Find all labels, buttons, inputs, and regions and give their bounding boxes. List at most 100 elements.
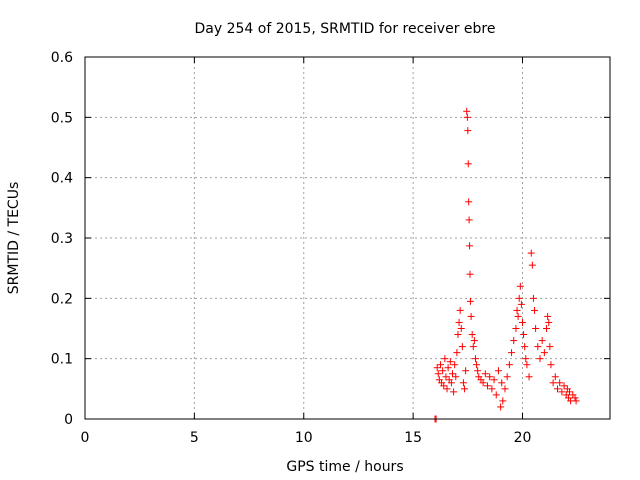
data-point <box>513 306 521 314</box>
data-point <box>546 343 554 351</box>
plot-frame <box>84 56 611 420</box>
data-point <box>532 325 540 332</box>
data-point <box>479 379 487 387</box>
data-point <box>517 300 525 308</box>
data-point <box>501 385 509 393</box>
x-tick-label: 5 <box>190 430 199 446</box>
data-point <box>523 361 531 369</box>
data-point <box>457 325 465 332</box>
data-point <box>444 364 452 372</box>
data-point <box>436 361 444 369</box>
data-point <box>447 379 455 387</box>
data-point <box>471 355 479 363</box>
grid <box>85 57 610 419</box>
y-tick-label: 0.1 <box>51 352 73 368</box>
x-tick-label: 0 <box>81 430 90 446</box>
data-point <box>571 394 579 402</box>
y-tick-label: 0.2 <box>51 291 73 307</box>
data-point <box>498 379 506 387</box>
data-point <box>439 367 447 375</box>
data-point <box>566 388 574 396</box>
data-point <box>512 325 520 332</box>
y-tick-label: 0 <box>64 412 73 428</box>
data-point <box>492 391 500 399</box>
data-points <box>431 107 580 423</box>
data-point <box>521 343 529 351</box>
data-point <box>525 373 533 381</box>
data-point <box>560 382 568 390</box>
y-tick-label: 0.4 <box>51 171 73 187</box>
data-point <box>464 127 472 135</box>
data-point <box>505 361 513 369</box>
data-point <box>497 403 505 411</box>
data-point <box>470 337 478 345</box>
data-point <box>446 358 454 366</box>
data-point <box>441 355 449 363</box>
x-tick-label: 15 <box>404 430 422 446</box>
data-point <box>440 382 448 390</box>
data-point <box>486 373 494 381</box>
y-tick-label: 0.5 <box>51 110 73 126</box>
data-point <box>488 385 496 393</box>
data-point <box>514 312 522 320</box>
data-point <box>490 376 498 384</box>
y-tick-label: 0.3 <box>51 231 73 247</box>
data-point <box>543 325 551 332</box>
data-point <box>469 343 477 351</box>
data-point <box>463 113 471 121</box>
data-point <box>461 385 469 393</box>
data-point <box>433 364 441 372</box>
data-point <box>558 388 566 396</box>
data-point <box>466 270 474 278</box>
data-point <box>453 349 461 357</box>
data-point <box>515 294 523 302</box>
data-point <box>468 331 476 339</box>
x-tick-label: 20 <box>514 430 532 446</box>
data-point <box>522 355 530 363</box>
axis-ticks: 0 5 10 15 20 0 0.1 0.2 0.3 0.4 0.5 0.6 <box>51 50 610 446</box>
data-point <box>556 379 564 387</box>
x-axis-label: GPS time / hours <box>286 459 403 475</box>
data-point <box>538 337 546 345</box>
y-tick-label: 0.6 <box>51 50 73 66</box>
data-point <box>454 331 462 339</box>
data-point <box>474 367 482 375</box>
data-point <box>528 261 536 269</box>
data-point <box>551 373 559 381</box>
data-point <box>499 397 507 405</box>
data-point <box>466 297 474 305</box>
data-point <box>481 370 489 378</box>
data-point <box>465 198 473 206</box>
data-point <box>572 397 580 405</box>
data-point <box>545 318 553 326</box>
data-point <box>451 361 459 369</box>
data-point <box>510 337 518 345</box>
data-point <box>449 370 456 378</box>
y-axis-label: SRMTID / TECUs <box>6 182 22 295</box>
data-point <box>484 382 491 390</box>
data-point <box>473 361 481 369</box>
data-point <box>544 312 552 320</box>
data-point <box>529 294 537 302</box>
data-point <box>465 216 473 224</box>
data-point <box>508 349 516 357</box>
data-point <box>458 343 466 351</box>
data-point <box>519 318 526 326</box>
data-point <box>540 349 548 357</box>
data-point <box>450 388 458 396</box>
data-point <box>442 373 450 381</box>
data-point <box>531 306 539 314</box>
data-point <box>459 379 467 387</box>
x-tick-label: 10 <box>295 430 313 446</box>
chart-title: Day 254 of 2015, SRMTID for receiver ebr… <box>195 21 496 37</box>
data-point <box>452 373 460 381</box>
data-point <box>516 282 524 290</box>
data-point <box>494 367 502 375</box>
data-point <box>534 343 542 351</box>
data-point <box>520 331 528 339</box>
data-point <box>536 355 544 363</box>
data-point <box>547 361 555 369</box>
data-point <box>464 160 472 168</box>
data-point <box>554 385 561 393</box>
